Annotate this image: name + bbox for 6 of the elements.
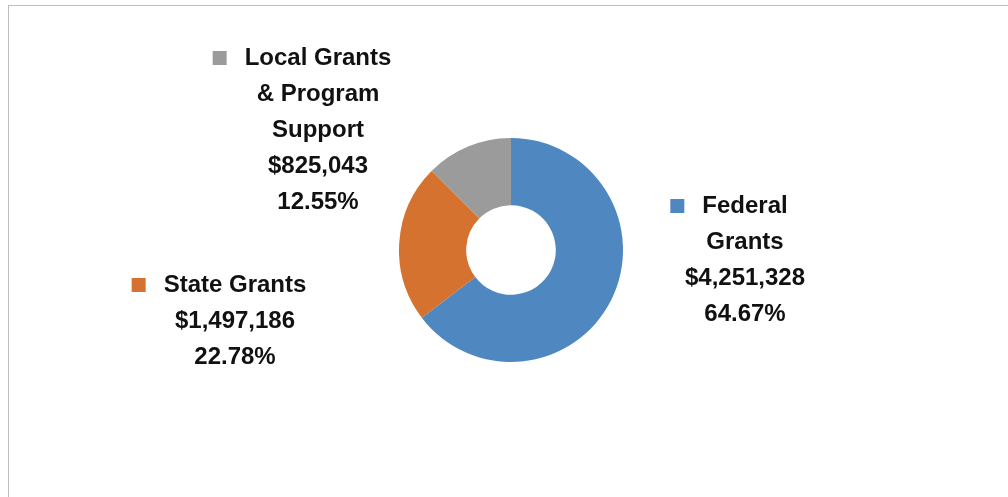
data-label: $4,251,328 64.67% — [684, 262, 806, 326]
data-label: $825,043 12.55% — [267, 150, 369, 214]
data-label: $1,497,186 22.78% — [174, 305, 296, 369]
legend-label: Local Grants & Program Support — [244, 42, 392, 142]
legend-label: Federal Grants — [702, 190, 788, 254]
legend-label: State Grants — [163, 269, 307, 297]
